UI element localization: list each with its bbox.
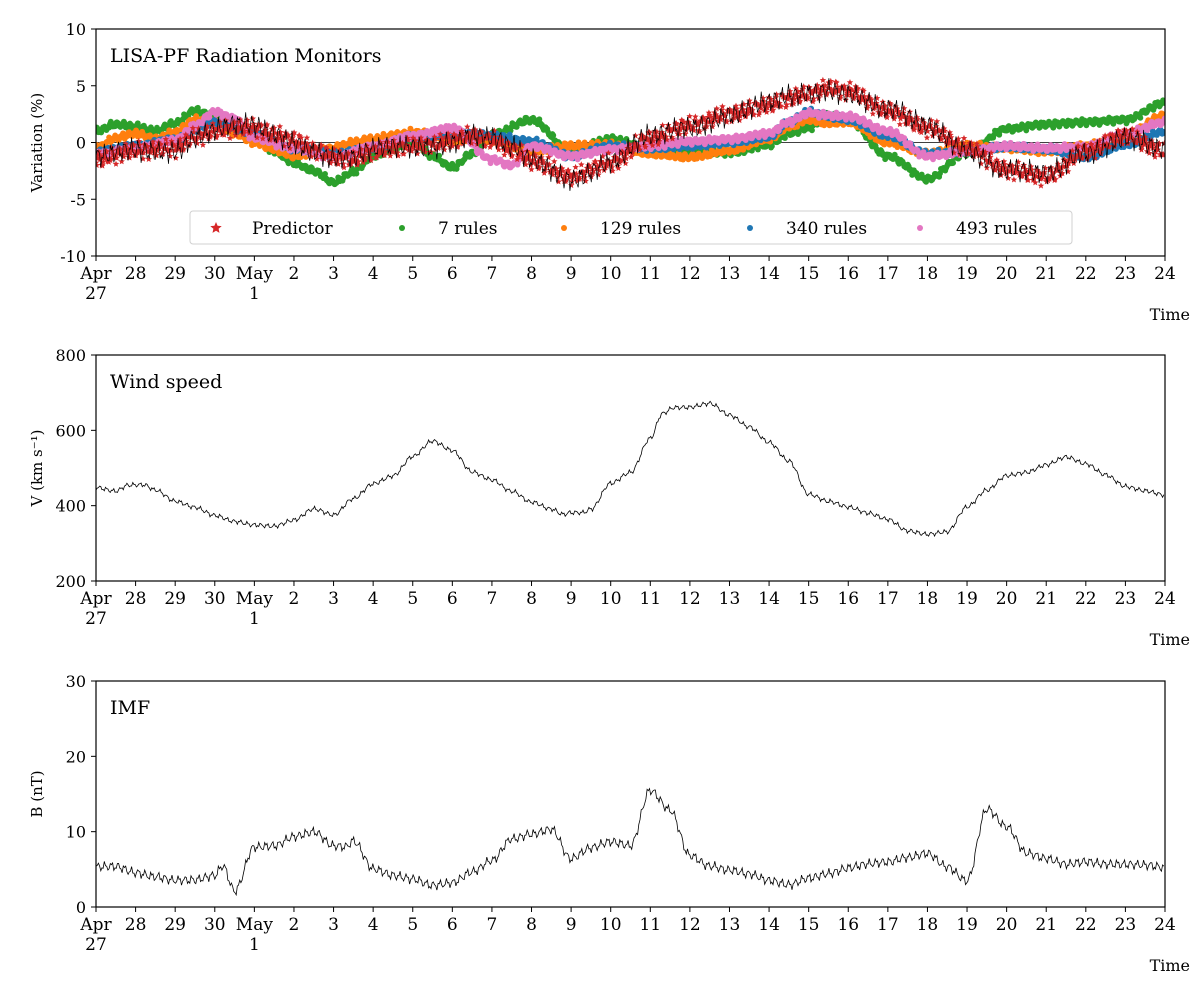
data-point xyxy=(950,160,957,166)
data-point xyxy=(322,170,328,177)
panel-radiation-monitors: Predictor 7 rules 129 rules 340 rules 493 ru… xyxy=(28,20,1190,324)
data-point xyxy=(436,152,443,159)
data-point xyxy=(353,170,360,177)
data-point xyxy=(550,132,557,139)
data-point xyxy=(809,127,815,134)
data-point xyxy=(96,161,100,168)
data-point xyxy=(1161,100,1165,106)
data-point xyxy=(1137,114,1144,121)
plot-area xyxy=(96,76,1165,191)
